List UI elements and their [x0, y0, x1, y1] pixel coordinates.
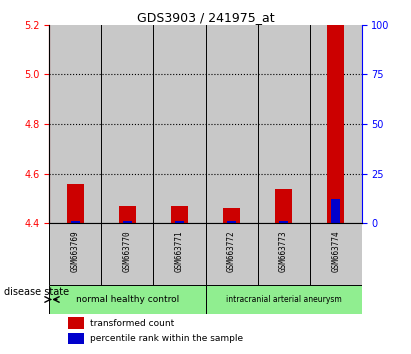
Text: percentile rank within the sample: percentile rank within the sample: [90, 334, 243, 343]
Bar: [49, 223, 102, 285]
Bar: [309, 25, 362, 223]
Bar: [102, 25, 153, 223]
Text: normal healthy control: normal healthy control: [76, 295, 179, 304]
Bar: [68, 317, 84, 329]
Text: GSM663772: GSM663772: [227, 230, 236, 272]
Bar: [123, 221, 132, 223]
Bar: [102, 223, 153, 285]
Bar: [206, 285, 362, 314]
Bar: [67, 184, 84, 223]
Text: GSM663771: GSM663771: [175, 230, 184, 272]
Bar: [258, 223, 309, 285]
Text: transformed count: transformed count: [90, 319, 174, 327]
Bar: [49, 25, 102, 223]
Text: GSM663773: GSM663773: [279, 230, 288, 272]
Text: intracranial arterial aneurysm: intracranial arterial aneurysm: [226, 295, 342, 304]
Bar: [49, 285, 206, 314]
Bar: [206, 25, 258, 223]
Bar: [279, 221, 288, 223]
Text: GSM663774: GSM663774: [331, 230, 340, 272]
Bar: [227, 221, 236, 223]
Bar: [275, 189, 292, 223]
Text: GSM663770: GSM663770: [123, 230, 132, 272]
Title: GDS3903 / 241975_at: GDS3903 / 241975_at: [137, 11, 274, 24]
Bar: [206, 223, 258, 285]
Bar: [68, 333, 84, 344]
Bar: [119, 206, 136, 223]
Bar: [153, 223, 206, 285]
Bar: [258, 25, 309, 223]
Bar: [331, 199, 340, 223]
Text: GSM663769: GSM663769: [71, 230, 80, 272]
Bar: [171, 206, 188, 223]
Bar: [153, 25, 206, 223]
Bar: [223, 209, 240, 223]
Text: disease state: disease state: [4, 287, 69, 297]
Bar: [327, 25, 344, 223]
Bar: [309, 223, 362, 285]
Bar: [71, 221, 80, 223]
Bar: [175, 221, 184, 223]
